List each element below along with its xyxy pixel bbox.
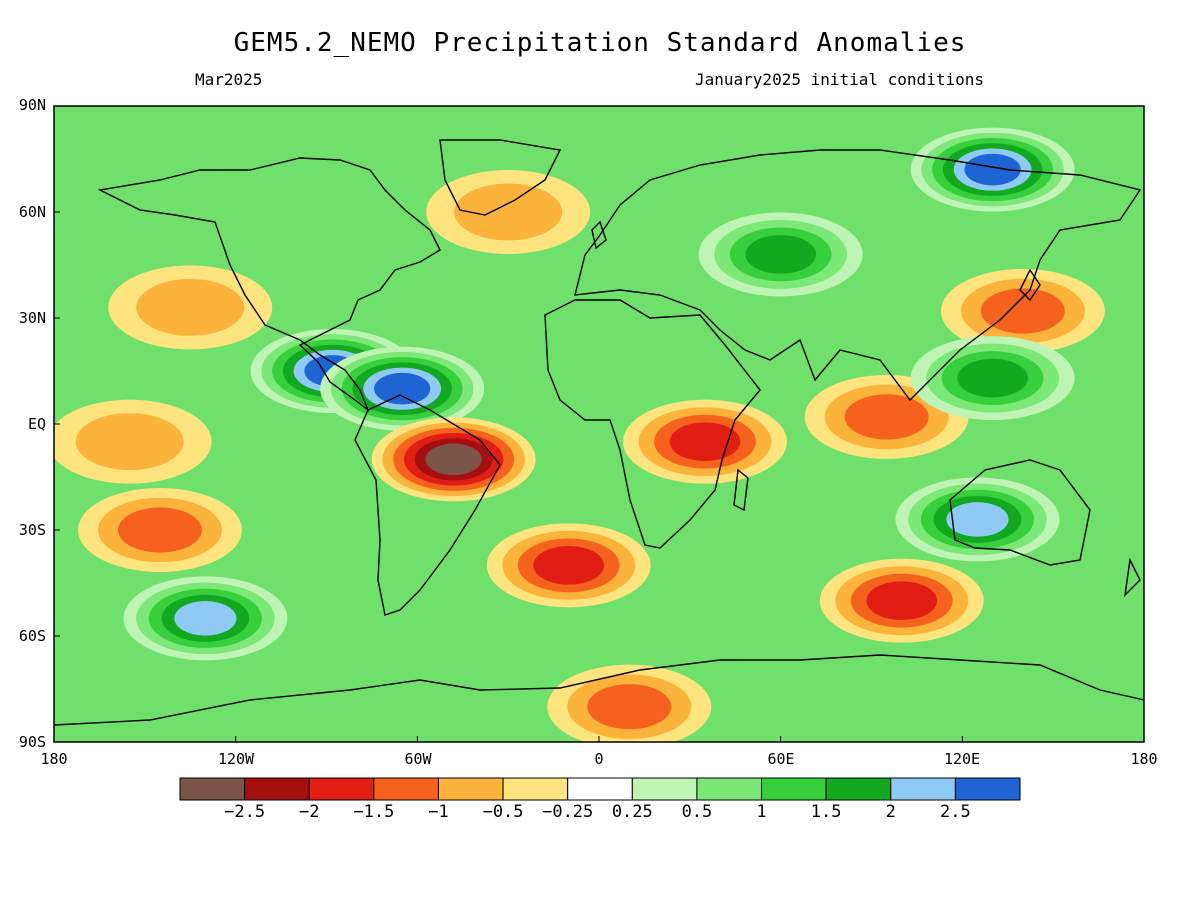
lat-label-30n: 30N xyxy=(18,309,46,327)
greenland-coast xyxy=(439,139,562,216)
anomaly-region xyxy=(374,372,431,405)
anomaly-region xyxy=(964,153,1021,186)
anomaly-region xyxy=(587,684,672,730)
colorbar-swatch xyxy=(567,777,633,801)
colorbar-label: −1.5 xyxy=(353,802,395,822)
new-zealand-coast xyxy=(1124,557,1141,597)
north-america-coast xyxy=(97,157,441,413)
forecast-month: Mar2025 xyxy=(195,70,263,89)
australia-coast xyxy=(949,459,1091,566)
colorbar-swatch xyxy=(308,777,375,801)
lon-label-120w: 120W xyxy=(217,750,255,768)
lat-label-eq: EQ xyxy=(27,415,46,433)
eurasia-coast xyxy=(574,149,1142,402)
colorbar-swatch xyxy=(631,777,698,801)
colorbar-swatch xyxy=(696,777,763,801)
colorbar-swatch xyxy=(244,777,310,801)
lat-label-60n: 60N xyxy=(18,203,46,221)
japan-coast xyxy=(1019,268,1041,302)
colorbar-label: 1.5 xyxy=(810,802,842,822)
colorbar-swatch xyxy=(437,777,504,801)
anomaly-region xyxy=(745,235,817,274)
anomaly-region xyxy=(669,422,741,461)
coastlines xyxy=(54,139,1144,726)
lon-label-180e: 180 xyxy=(1130,750,1158,768)
colorbar xyxy=(179,777,1021,801)
lon-label-60w: 60W xyxy=(404,750,432,768)
lat-label-90s: 90S xyxy=(18,733,46,751)
lon-label-0: 0 xyxy=(594,750,604,768)
colorbar-label: −1 xyxy=(428,802,449,822)
colorbar-label: 1 xyxy=(756,802,767,822)
anomaly-region xyxy=(946,502,1009,537)
chart-title: GEM5.2_NEMO Precipitation Standard Anoma… xyxy=(233,28,967,58)
lat-label-60s: 60S xyxy=(18,627,46,645)
africa-coast xyxy=(544,299,761,549)
antarctica-coast xyxy=(54,654,1144,726)
colorbar-swatch xyxy=(502,777,569,801)
south-america-coast xyxy=(354,394,501,616)
anomaly-region xyxy=(136,279,245,336)
colorbar-label: 2.5 xyxy=(940,802,971,822)
lat-label-90n: 90N xyxy=(18,96,46,114)
lon-label-180w: 180 xyxy=(40,750,68,768)
initial-conditions: January2025 initial conditions xyxy=(695,70,984,89)
anomaly-region xyxy=(533,546,605,585)
colorbar-label: 0.25 xyxy=(611,802,653,822)
anomaly-region xyxy=(117,507,202,553)
madagascar-coast xyxy=(733,468,749,512)
colorbar-label: −0.5 xyxy=(482,802,524,822)
anomaly-region xyxy=(425,443,482,476)
colorbar-label: 2 xyxy=(885,802,896,822)
lon-label-120e: 120E xyxy=(943,750,981,768)
lon-label-60e: 60E xyxy=(767,750,795,768)
anomaly-region xyxy=(174,601,237,636)
colorbar-label: −2 xyxy=(298,802,320,822)
colorbar-swatch xyxy=(954,777,1021,801)
anomaly-region xyxy=(844,394,929,440)
anomaly-region xyxy=(980,288,1065,334)
colorbar-label: 0.5 xyxy=(681,802,713,822)
colorbar-swatch xyxy=(890,777,956,801)
lat-label-30s: 30S xyxy=(18,521,46,539)
anomaly-region xyxy=(454,183,563,241)
colorbar-swatch xyxy=(373,777,439,801)
anomaly-region xyxy=(75,413,184,471)
colorbar-label: −2.5 xyxy=(224,802,266,822)
anomaly-region xyxy=(957,358,1028,398)
colorbar-label: −0.25 xyxy=(542,802,594,822)
colorbar-swatch xyxy=(179,777,246,801)
colorbar-swatch xyxy=(825,777,892,801)
uk-coast xyxy=(591,220,607,250)
anomaly-region xyxy=(866,581,938,621)
colorbar-swatch xyxy=(761,777,827,801)
